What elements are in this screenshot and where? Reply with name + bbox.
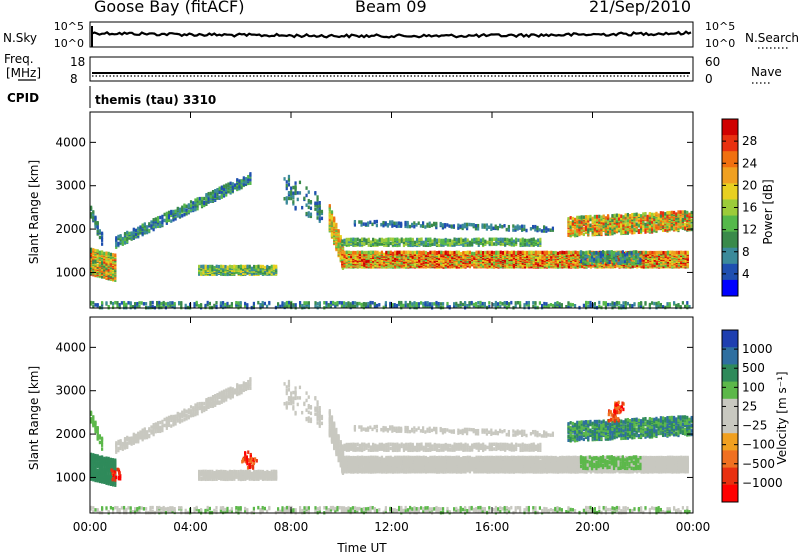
freq-label-line2: [MHz] — [6, 66, 41, 80]
noise-panel: N.Sky 10^5 10^0 10^5 10^0 N.Search — [3, 20, 799, 50]
colorbar-swatch — [722, 364, 738, 383]
x-tick-label: 08:00 — [274, 520, 309, 534]
time-xlabel: Time UT — [336, 541, 387, 554]
colorbar-swatch — [722, 151, 738, 168]
freq-tick-top: 18 — [70, 55, 85, 69]
colorbar-swatch — [722, 199, 738, 217]
colorbar-tick: 16 — [742, 201, 757, 215]
power-scatter — [90, 172, 693, 310]
power-colorbar-label: Power [dB] — [761, 179, 775, 244]
colorbar-swatch — [722, 450, 738, 469]
nave-tick-bottom: 0 — [705, 72, 713, 86]
colorbar-swatch — [722, 433, 738, 451]
date-title: 21/Sep/2010 — [589, 0, 692, 16]
colorbar-swatch — [722, 467, 738, 486]
y-tick-label: 3000 — [55, 179, 86, 193]
x-tick-label: 00:00 — [676, 520, 711, 534]
noise-right-tick-bottom: 10^0 — [705, 37, 735, 50]
colorbar-tick: 8 — [742, 245, 750, 259]
colorbar-swatch — [722, 416, 738, 434]
colorbar-tick: −25 — [742, 419, 767, 433]
colorbar-swatch — [722, 119, 738, 136]
noise-left-tick-top: 10^5 — [54, 20, 84, 33]
power-colorbar: 4 8 12 16 20 24 28 — [721, 118, 757, 297]
colorbar-tick: 100 — [742, 380, 765, 394]
x-tick-label: 16:00 — [475, 520, 510, 534]
colorbar-swatch — [722, 279, 738, 297]
x-tick-label: 12:00 — [374, 520, 409, 534]
colorbar-swatch — [722, 398, 738, 417]
noise-left-tick-bottom: 10^0 — [54, 37, 84, 50]
y-tick-label: 4000 — [55, 135, 86, 149]
noise-trace — [91, 30, 692, 39]
colorbar-swatch — [722, 215, 738, 233]
freq-panel: Freq. [MHz] 18 8 60 0 Nave — [4, 52, 782, 86]
colorbar-tick: 4 — [742, 267, 750, 281]
y-tick-label: 2000 — [55, 222, 86, 236]
colorbar-tick: −500 — [742, 457, 775, 471]
nave-tick-top: 60 — [705, 55, 720, 69]
colorbar-tick: −100 — [742, 438, 775, 452]
colorbar-swatch — [722, 381, 738, 400]
station-title: Goose Bay (fitACF) — [94, 0, 245, 16]
colorbar-tick: 20 — [742, 178, 757, 192]
power-axes: 1000 2000 3000 4000 — [55, 112, 694, 308]
cpid-label: CPID — [7, 91, 39, 105]
colorbar-tick: 28 — [742, 134, 757, 148]
power-ylabel: Slant Range [km] — [27, 160, 41, 264]
noise-right-tick-top: 10^5 — [705, 20, 735, 33]
y-tick-label: 2000 — [55, 427, 86, 441]
x-tick-label: 00:00 — [73, 520, 108, 534]
colorbar-swatch — [722, 167, 738, 184]
colorbar-swatch — [722, 347, 738, 365]
colorbar-swatch — [722, 484, 738, 503]
velocity-axes: 1000 2000 3000 4000 00:00 04:00 08:00 12:00 16:0… — [55, 317, 710, 534]
y-tick-label: 4000 — [55, 340, 86, 354]
colorbar-tick: 24 — [742, 156, 757, 170]
colorbar-tick: 500 — [742, 361, 765, 375]
y-tick-label: 1000 — [55, 265, 86, 279]
colorbar-tick: 25 — [742, 399, 757, 413]
velocity-colorbar-label: Velocity [m s⁻¹] — [775, 371, 789, 464]
cpid-value: themis (tau) 3310 — [95, 93, 216, 107]
x-tick-label: 04:00 — [173, 520, 208, 534]
velocity-colorbar: 1000 500 100 25 −25 −100 −500 −1000 — [721, 329, 783, 503]
colorbar-swatch — [722, 183, 738, 200]
beam-title: Beam 09 — [355, 0, 427, 16]
colorbar-tick: −1000 — [742, 476, 783, 490]
colorbar-swatch — [722, 330, 738, 348]
colorbar-swatch — [722, 231, 738, 249]
noise-left-label: N.Sky — [3, 31, 37, 45]
nave-label: Nave — [751, 65, 782, 79]
noise-right-label: N.Search — [745, 31, 799, 45]
freq-label-line1: Freq. — [4, 52, 34, 66]
y-tick-label: 3000 — [55, 384, 86, 398]
velocity-ylabel: Slant Range [km] — [27, 366, 41, 470]
freq-tick-bottom: 8 — [70, 72, 78, 86]
colorbar-tick: 12 — [742, 223, 757, 237]
velocity-scatter — [90, 377, 693, 515]
colorbar-swatch — [722, 247, 738, 265]
colorbar-swatch — [722, 135, 738, 152]
colorbar-swatch — [722, 263, 738, 281]
x-tick-label: 20:00 — [575, 520, 610, 534]
colorbar-tick: 1000 — [742, 342, 773, 356]
y-tick-label: 1000 — [55, 470, 86, 484]
